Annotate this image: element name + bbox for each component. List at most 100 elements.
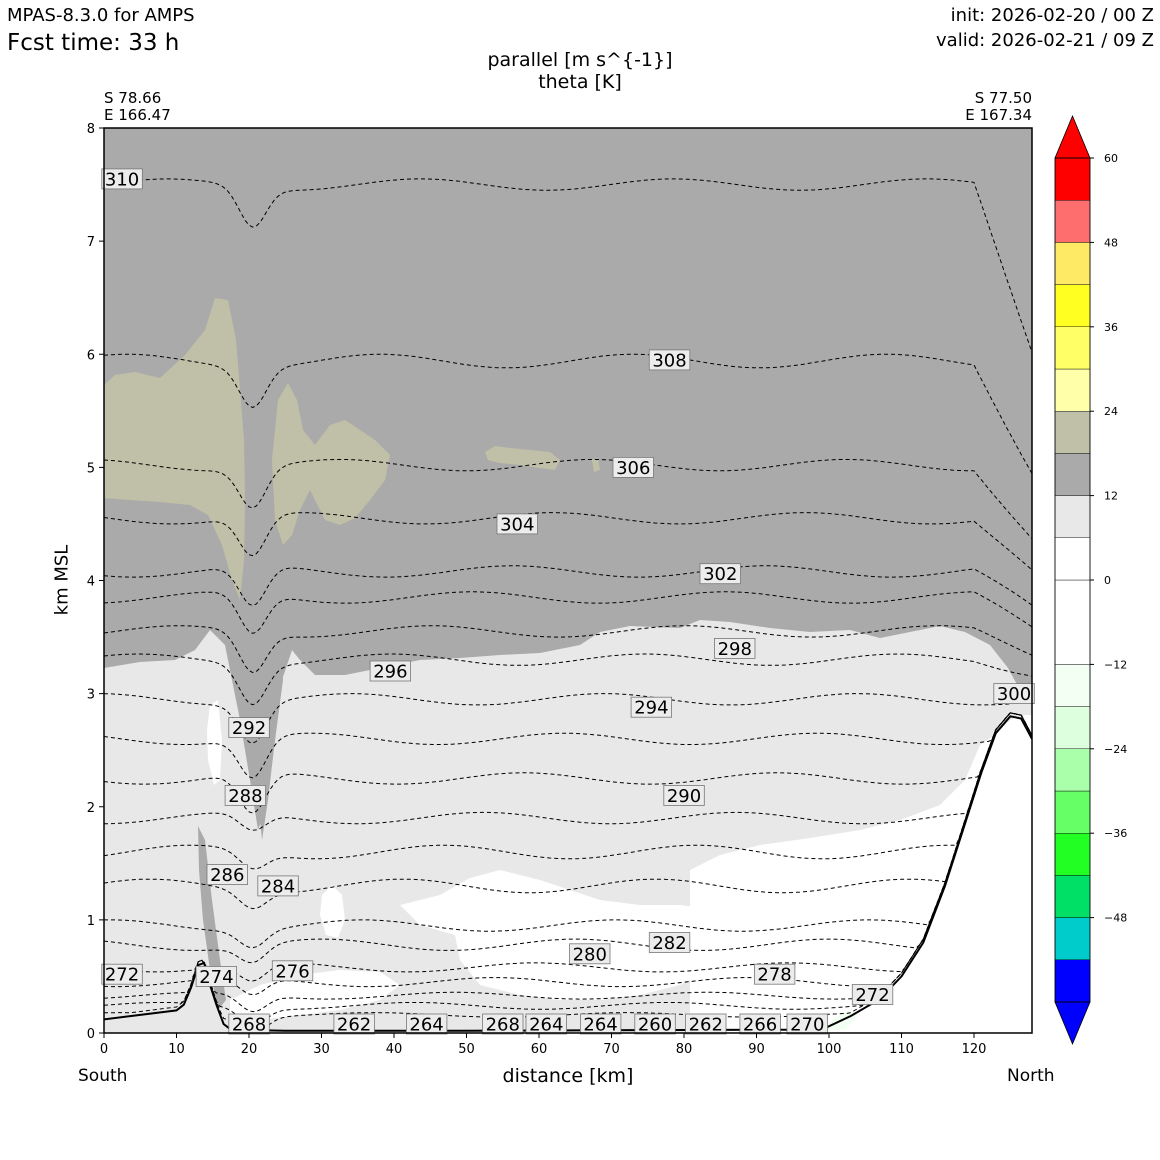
theta-isentrope-298: [104, 625, 1032, 674]
theta-label-box: [634, 1013, 676, 1035]
colorbar-tick-label: −48: [1104, 912, 1127, 925]
colorbar-band: [1054, 495, 1091, 539]
theta-label-box: [206, 864, 248, 885]
theta-label-box: [482, 1013, 524, 1035]
theta-label-box: [101, 168, 143, 190]
x-tick-label: 20: [241, 1042, 258, 1057]
theta-label-box: [101, 963, 143, 985]
colorbar-tick-label: 48: [1104, 236, 1118, 249]
fill-band-18-24-west: [104, 298, 245, 600]
chart-title-line1: parallel [m s^{-1}]: [487, 49, 673, 71]
colorbar-band: [1054, 453, 1091, 496]
theta-isentrope-278: [104, 712, 1032, 982]
theta-label-272: 272: [855, 985, 889, 1006]
fill-band-18-24-mid: [272, 383, 390, 545]
theta-label-302: 302: [703, 564, 737, 585]
theta-label-276: 276: [275, 961, 309, 982]
theta-label-304: 304: [500, 514, 534, 535]
theta-label-264: 264: [583, 1015, 617, 1036]
left-endpoint-lon: E 166.47: [104, 106, 171, 124]
theta-label-290: 290: [667, 786, 701, 807]
theta-label-262: 262: [337, 1015, 371, 1036]
theta-label-box: [685, 1013, 727, 1035]
theta-label-296: 296: [373, 662, 407, 683]
x-tick-label: 70: [603, 1042, 620, 1057]
theta-isentrope-306: [104, 459, 1032, 540]
colorbar-extend-high: [1054, 114, 1091, 159]
theta-label-308: 308: [652, 350, 686, 371]
fill-band-0-6-blob1: [207, 700, 222, 785]
x-tick-label: 0: [100, 1042, 108, 1057]
theta-label-268: 268: [486, 1015, 520, 1036]
colorbar-tick-label: −36: [1104, 827, 1127, 840]
colorbar-band: [1054, 917, 1091, 960]
theta-isentrope-296: [104, 653, 1032, 706]
theta-label-310: 310: [105, 169, 139, 190]
x-tick-label: 40: [386, 1042, 403, 1057]
colorbar-band: [1054, 833, 1091, 876]
colorbar-band: [1054, 242, 1091, 285]
x-axis-ticks: 0 10 20 30 40 50 60 70 80 90 100 110 120: [100, 1033, 986, 1057]
theta-isentrope-284: [104, 712, 1032, 910]
colorbar-extend-low: [1054, 1001, 1091, 1046]
theta-label-294: 294: [634, 698, 668, 719]
theta-label-box: [195, 966, 238, 987]
colorbar-band: [1054, 748, 1091, 792]
x-axis-label: distance [km]: [502, 1065, 634, 1087]
colorbar-tick-label: −24: [1104, 743, 1127, 756]
valid-time: valid: 2026-02-21 / 09 Z: [936, 30, 1154, 51]
theta-label-box: [754, 963, 796, 985]
theta-label-268: 268: [232, 1015, 266, 1036]
theta-isentrope-282: [104, 712, 1032, 949]
y-tick-label: 0: [87, 1027, 95, 1042]
init-time: init: 2026-02-20 / 00 Z: [950, 5, 1154, 26]
colorbar-tick-label: 24: [1104, 405, 1118, 418]
right-endpoint-lat: S 77.50: [974, 89, 1032, 107]
theta-label-300: 300: [997, 684, 1031, 705]
theta-contour-labels: 310 308 306 304 302 300 298 296 294 292 290 288 286 2…: [101, 168, 1035, 1036]
colorbar: 60 48 36 24 12 0 −12 −24 −36 −48: [1054, 114, 1127, 1046]
terrain-layer: [104, 715, 1032, 1032]
theta-label-274: 274: [199, 967, 233, 988]
theta-isentrope-294: [104, 693, 1032, 744]
y-tick-label: 5: [87, 461, 95, 476]
theta-isentrope-276: [104, 712, 1032, 996]
terrain-line: [104, 715, 1032, 1032]
x-tick-label: 80: [676, 1042, 693, 1057]
theta-isentrope-310: [104, 178, 1032, 353]
theta-label-box: [699, 563, 741, 585]
theta-isentrope-304: [104, 512, 1032, 571]
theta-isentrope-280: [104, 712, 1032, 964]
theta-label-box: [405, 1013, 448, 1035]
theta-label-box: [224, 785, 267, 806]
theta-label-270: 270: [790, 1015, 824, 1036]
theta-label-box: [786, 1013, 828, 1035]
fill-band-12-18-steep: [198, 826, 226, 1010]
theta-label-box: [271, 960, 314, 982]
theta-label-box: [333, 1013, 375, 1035]
theta-label-306: 306: [616, 458, 650, 479]
forecast-time: Fcst time: 33 h: [7, 30, 180, 56]
fill-band-0-6-low: [400, 870, 835, 1000]
theta-label-box: [739, 1013, 781, 1035]
y-axis-ticks: 0 1 2 3 4 5 6 7 8: [87, 122, 104, 1042]
theta-label-box: [580, 1013, 622, 1035]
theta-label-box: [257, 875, 299, 897]
model-name: MPAS-8.3.0 for AMPS: [7, 5, 195, 26]
colorbar-band: [1054, 579, 1091, 665]
theta-label-292: 292: [232, 718, 266, 739]
theta-label-box: [648, 349, 691, 371]
y-tick-label: 6: [87, 348, 95, 363]
x-tick-label: 30: [313, 1042, 330, 1057]
theta-label-298: 298: [718, 639, 752, 660]
colorbar-tick-label: 12: [1104, 490, 1118, 503]
theta-label-box: [569, 943, 611, 965]
chart-title-line2: theta [K]: [538, 71, 622, 93]
theta-label-278: 278: [757, 965, 791, 986]
colorbar-band: [1054, 284, 1091, 328]
south-label: South: [78, 1066, 128, 1086]
colorbar-band: [1054, 537, 1091, 581]
colorbar-band: [1054, 790, 1091, 834]
y-tick-label: 1: [87, 914, 95, 929]
colorbar-band: [1054, 875, 1091, 918]
